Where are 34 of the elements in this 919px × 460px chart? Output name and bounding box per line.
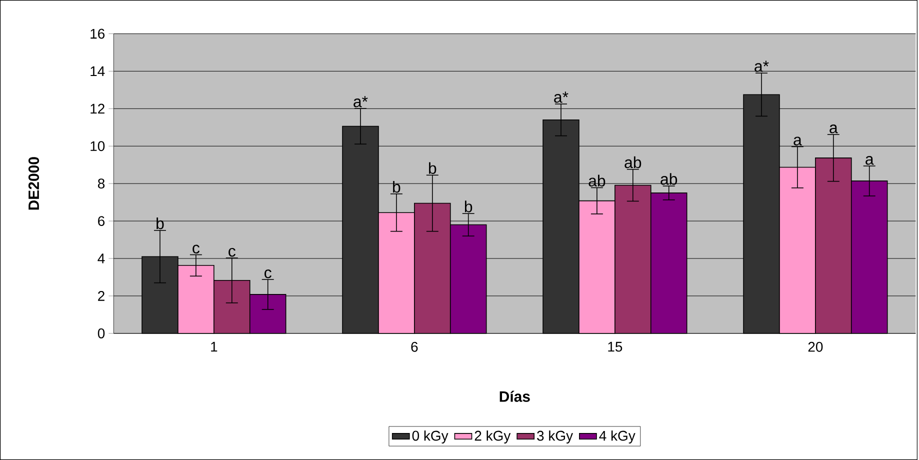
annotation: b	[156, 217, 164, 230]
annotation: b	[393, 180, 400, 193]
x-tick-label: 6	[411, 342, 418, 352]
y-axis-title: DE2000	[28, 157, 40, 210]
x-tick-label: 20	[808, 342, 823, 352]
annotation: a	[866, 156, 874, 165]
legend-label: 0 kGy	[412, 430, 448, 444]
y-tick-label: 14	[90, 66, 105, 76]
annotation: a*	[354, 96, 368, 108]
annotation: a*	[554, 92, 568, 103]
annotation: c	[228, 248, 236, 257]
annotation: c	[192, 244, 200, 254]
legend-label: 4 kGy	[599, 430, 636, 444]
annotation: a	[794, 136, 802, 146]
y-tick-label: 0	[98, 328, 105, 338]
annotation: a	[830, 124, 838, 134]
y-tick-label: 10	[90, 141, 105, 152]
x-tick-label: 1	[211, 342, 218, 352]
annotation: ab	[660, 173, 678, 185]
annotation: ab	[624, 156, 642, 168]
x-axis-title: Días	[500, 390, 530, 402]
y-tick-label: 6	[98, 216, 105, 226]
annotation: c	[264, 269, 272, 278]
y-tick-label: 12	[90, 104, 104, 114]
y-tick-label: 4	[98, 254, 105, 264]
legend-label: 2 kGy	[474, 430, 511, 444]
y-tick-label: 2	[98, 291, 104, 301]
x-tick-label: 15	[608, 342, 622, 352]
y-tick-label: 16	[90, 28, 105, 39]
annotation: a*	[754, 60, 769, 72]
legend-label: 3 kGy	[537, 430, 574, 444]
annotation: b	[464, 200, 472, 212]
annotation: b	[428, 162, 436, 174]
y-tick-label: 8	[98, 178, 105, 189]
